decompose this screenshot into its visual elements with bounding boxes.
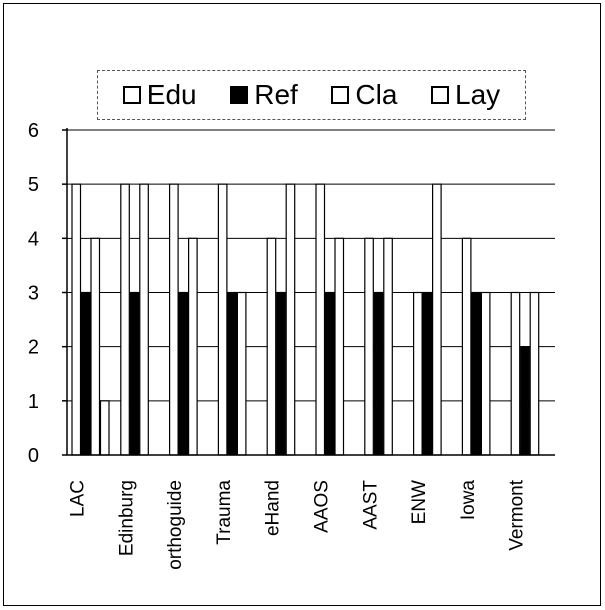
bar-ref-edinburg bbox=[129, 291, 140, 456]
bar-cla-orthoguide bbox=[188, 237, 198, 456]
x-tick-label-ehand: eHand bbox=[263, 480, 284, 536]
legend-label-edu: Edu bbox=[146, 79, 197, 110]
legend-item-edu: Edu bbox=[122, 79, 197, 111]
x-tick-label-orthoguide: orthoguide bbox=[165, 480, 186, 570]
bar-edu-trauma bbox=[217, 183, 228, 456]
legend-swatch-cla bbox=[331, 86, 350, 104]
bar-cla-vermont bbox=[529, 291, 540, 456]
bar-cla-aaos bbox=[334, 237, 345, 456]
y-tick-labels: 0 1 2 3 4 5 6 bbox=[28, 120, 39, 467]
bar-ref-aast bbox=[373, 291, 384, 456]
x-tick-label-aast: AAST bbox=[360, 480, 381, 530]
x-tick-label-iowa: Iowa bbox=[458, 480, 479, 521]
y-tick-label-0: 0 bbox=[28, 445, 39, 467]
x-tick-label-lac: LAC bbox=[68, 480, 89, 517]
bar-cla-edinburg bbox=[139, 183, 149, 456]
bar-edu-iowa bbox=[461, 237, 472, 456]
bar-lay-lac bbox=[99, 400, 110, 456]
x-tick-label-edinburg: Edinburg bbox=[116, 480, 137, 556]
bar-cla-ehand bbox=[285, 183, 296, 456]
legend-swatch-ref bbox=[230, 86, 249, 104]
legend-item-lay: Lay bbox=[431, 79, 500, 111]
bar-ref-aaos bbox=[324, 291, 335, 456]
legend-item-ref: Ref bbox=[230, 79, 298, 111]
y-tick-label-6: 6 bbox=[28, 120, 39, 142]
x-tick-label-trauma: Trauma bbox=[214, 480, 235, 545]
bar-cla-aast bbox=[383, 237, 393, 456]
legend-swatch-edu bbox=[122, 86, 141, 104]
bar-edu-enw bbox=[413, 291, 423, 456]
bar-ref-lac bbox=[80, 291, 91, 456]
x-tick-label-aaos: AAOS bbox=[312, 480, 333, 533]
bars bbox=[71, 183, 540, 456]
legend-label-lay: Lay bbox=[455, 79, 501, 110]
y-tick-label-3: 3 bbox=[28, 283, 39, 305]
bar-edu-lac bbox=[71, 183, 82, 456]
axes bbox=[62, 128, 555, 456]
bar-edu-ehand bbox=[266, 237, 277, 456]
bar-ref-orthoguide bbox=[178, 291, 189, 456]
bar-edu-aast bbox=[364, 237, 374, 456]
y-tick-label-1: 1 bbox=[28, 391, 39, 413]
bar-cla-lac bbox=[90, 237, 101, 456]
bar-edu-vermont bbox=[510, 291, 521, 456]
bar-ref-enw bbox=[422, 291, 433, 456]
y-tick-label-4: 4 bbox=[28, 228, 39, 250]
x-tick-label-vermont: Vermont bbox=[507, 479, 528, 550]
legend-label-cla: Cla bbox=[355, 79, 398, 110]
bar-edu-orthoguide bbox=[169, 183, 179, 456]
legend: Edu Ref Cla Lay bbox=[97, 70, 526, 120]
y-tick-label-5: 5 bbox=[28, 174, 39, 196]
x-tick-label-enw: ENW bbox=[409, 480, 430, 524]
bar-cla-trauma bbox=[236, 291, 247, 456]
bar-ref-vermont bbox=[520, 346, 530, 456]
bar-edu-edinburg bbox=[120, 183, 130, 456]
legend-swatch-lay bbox=[431, 86, 449, 104]
bar-ref-trauma bbox=[227, 291, 237, 456]
legend-item-cla: Cla bbox=[331, 79, 397, 111]
x-tick-labels: LAC Edinburg orthoguide Trauma eHand AAOS AAST… bbox=[68, 479, 528, 570]
y-tick-label-2: 2 bbox=[28, 337, 39, 359]
bar-cla-enw bbox=[432, 183, 442, 456]
bar-ref-ehand bbox=[276, 291, 286, 456]
bar-edu-aaos bbox=[315, 183, 326, 456]
bar-cla-iowa bbox=[480, 291, 491, 456]
legend-label-ref: Ref bbox=[254, 79, 298, 110]
bar-ref-iowa bbox=[471, 291, 481, 456]
